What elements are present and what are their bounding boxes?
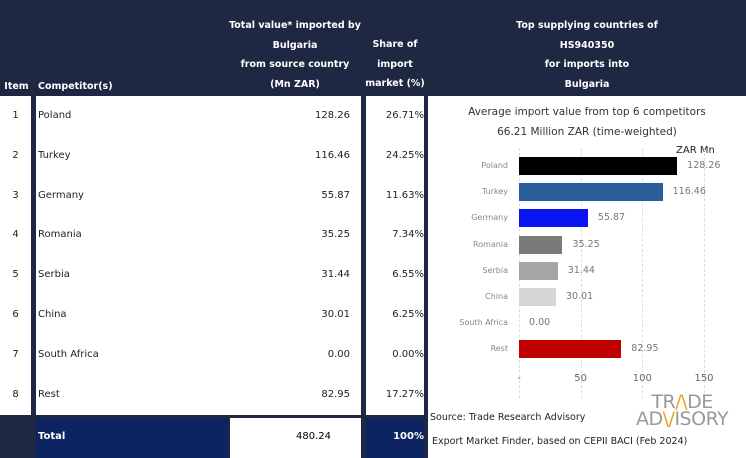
header-line: import [377, 58, 413, 70]
source-line-1: Source: Trade Research Advisory [430, 412, 586, 423]
row-value: 116.46 [315, 149, 350, 161]
header-line: from source country [240, 59, 350, 70]
bar-germany [519, 209, 588, 228]
data-label: 82.95 [631, 343, 659, 355]
row-item: 1 [12, 110, 19, 121]
bar-turkey [519, 183, 663, 202]
row-item: 5 [12, 269, 19, 281]
header-value: Total value* imported by Bulgaria from s… [228, 16, 362, 94]
header-line: Bulgaria [272, 39, 318, 51]
bar-china [519, 288, 556, 306]
header-share: Share of import market (%) [362, 35, 428, 94]
row-item: 3 [12, 189, 19, 201]
header-chart: Top supplying countries of HS940350 for … [428, 16, 746, 94]
data-label: 30.01 [566, 291, 594, 302]
row-share: 0.00% [392, 348, 424, 360]
header-line: Top supplying countries of [516, 20, 658, 31]
header-line: HS940350 [559, 39, 615, 51]
unit-label: ZAR Mn [676, 145, 715, 156]
header-line: Total value* imported by [229, 20, 361, 31]
row-share: 6.55% [392, 269, 424, 281]
data-label: 128.26 [687, 160, 721, 171]
chart-subtitle: 66.21 Million ZAR (time-weighted) [497, 126, 677, 138]
row-value: 31.44 [321, 269, 350, 281]
category-label: Rest [490, 344, 508, 354]
row-share: 17.27% [385, 388, 424, 400]
category-label: Turkey [481, 187, 508, 197]
data-label: 55.87 [597, 212, 626, 224]
row-value: 82.95 [321, 388, 350, 400]
row-item: 8 [12, 388, 19, 400]
gridline [580, 148, 582, 398]
x-tick-label: 100 [632, 373, 652, 384]
bar-romania [519, 235, 563, 254]
row-competitor: Poland [38, 110, 72, 121]
header-line: for imports into [544, 59, 630, 70]
row-item: 4 [12, 229, 19, 241]
row-value: 55.87 [321, 189, 350, 201]
header-line: Bulgaria [564, 78, 610, 90]
data-label: 0.00 [529, 317, 551, 329]
header-competitor: Competitor(s) [38, 81, 113, 92]
row-share: 6.25% [392, 309, 424, 320]
row-item: 7 [12, 348, 19, 360]
competitor-column [36, 96, 361, 415]
row-share: 26.71% [385, 110, 424, 121]
gridline [704, 148, 705, 398]
data-label: 116.46 [672, 186, 706, 198]
category-label: South Africa [459, 318, 508, 328]
category-label: Poland [481, 161, 508, 170]
header-line: Share of [372, 39, 418, 50]
row-competitor: Serbia [38, 269, 70, 281]
data-label: 31.44 [567, 264, 595, 276]
header-line: (Mn ZAR) [270, 78, 320, 90]
gridline [642, 148, 644, 398]
trade-advisory-logo: TR/\DE AD\/ISORY [636, 391, 729, 430]
x-tick-label: 150 [694, 373, 714, 384]
row-competitor: Germany [38, 189, 84, 201]
bar-poland [519, 157, 678, 175]
row-competitor: Rest [38, 388, 60, 400]
row-share: 24.25% [385, 149, 424, 161]
data-label: 35.25 [572, 238, 600, 250]
header-line: market (%) [365, 78, 425, 89]
total-share-cell: 100% [366, 418, 424, 458]
row-competitor: China [38, 309, 67, 320]
row-value: 30.01 [321, 309, 350, 320]
bar-serbia [519, 261, 558, 280]
chart-panel: Average import value from top 6 competit… [428, 96, 746, 458]
item-column [0, 96, 31, 415]
share-column [366, 96, 424, 415]
category-label: China [485, 292, 508, 301]
row-value: 35.25 [321, 229, 350, 241]
header-item: Item [4, 81, 29, 92]
total-label-cell: Total [36, 418, 228, 458]
x-tick-label: 50 [574, 373, 588, 384]
chart-title: Average import value from top 6 competit… [468, 106, 706, 118]
row-item: 2 [12, 149, 19, 161]
row-value: 0.00 [327, 348, 350, 360]
source-line-2: Export Market Finder, based on CEPII BAC… [432, 436, 688, 447]
bar-rest [519, 340, 622, 359]
row-share: 11.63% [385, 189, 424, 201]
category-label: Serbia [482, 265, 509, 275]
row-competitor: Turkey [38, 149, 71, 161]
total-value-cell: 480.24 [230, 418, 361, 458]
row-value: 128.26 [315, 110, 350, 121]
row-competitor: Romania [38, 229, 82, 241]
x-tick-label: - [517, 373, 521, 384]
row-competitor: South Africa [38, 348, 99, 360]
category-label: Germany [471, 213, 508, 223]
category-label: Romania [473, 239, 508, 249]
row-item: 6 [12, 309, 19, 320]
row-share: 7.34% [392, 229, 424, 241]
